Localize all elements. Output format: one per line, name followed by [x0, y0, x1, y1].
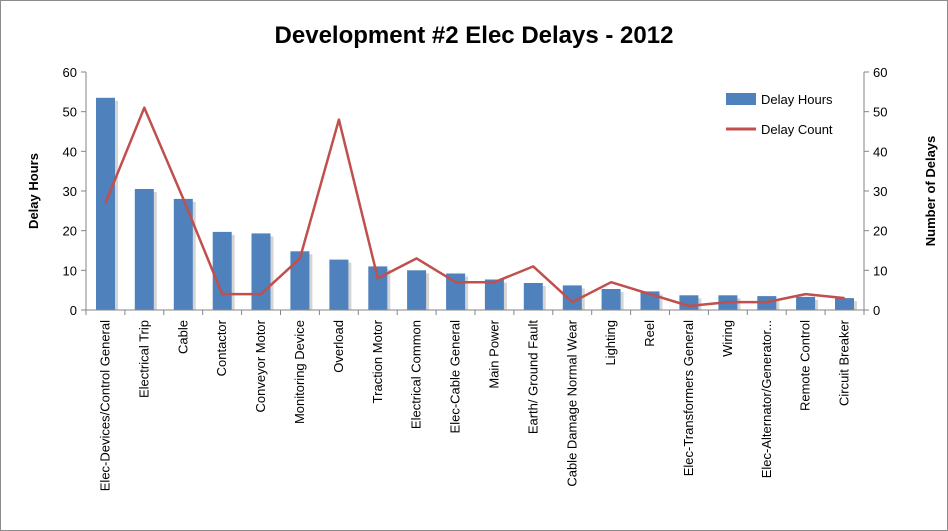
x-category-label: Elec-Devices/Control General — [98, 320, 113, 491]
point-delay-count — [299, 257, 301, 259]
y2-tick-label: 50 — [873, 105, 887, 120]
bar-delay-hours — [523, 283, 543, 310]
x-category-label: Main Power — [486, 319, 501, 388]
bar-delay-hours — [251, 233, 271, 310]
bar-delay-hours — [796, 296, 816, 310]
x-category-label: Wiring — [720, 320, 735, 357]
y-tick-label: 0 — [70, 303, 77, 318]
point-delay-count — [571, 301, 573, 303]
y-tick-label: 30 — [63, 184, 77, 199]
point-delay-count — [493, 281, 495, 283]
y-tick-label: 60 — [63, 65, 77, 80]
point-delay-count — [844, 297, 845, 299]
x-category-label: Reel — [642, 320, 657, 347]
x-category-label: Circuit Breaker — [837, 319, 852, 406]
bar-delay-hours — [329, 259, 349, 310]
point-delay-count — [182, 198, 184, 200]
point-delay-count — [105, 202, 106, 204]
y-tick-label: 20 — [63, 224, 77, 239]
point-delay-count — [221, 293, 223, 295]
x-category-label: Overload — [331, 320, 346, 373]
point-delay-count — [416, 257, 418, 259]
y2-tick-label: 60 — [873, 65, 887, 80]
x-category-label: Monitoring Device — [292, 320, 307, 424]
legend: Delay Hours Delay Count — [726, 92, 833, 137]
y-axis-title: Delay Hours — [26, 153, 41, 229]
x-category-label: Contactor — [214, 319, 229, 376]
x-category-label: Elec-Transformers General — [681, 320, 696, 476]
x-category-label: Remote Control — [798, 320, 813, 411]
bar-delay-hours — [134, 189, 154, 310]
point-delay-count — [455, 281, 457, 283]
y-tick-label: 50 — [63, 105, 77, 120]
point-delay-count — [766, 301, 768, 303]
bar-delay-hours — [368, 266, 388, 310]
bar-delay-hours — [601, 289, 621, 310]
x-category-label: Elec-Alternator/Generator... — [759, 320, 774, 478]
y2-tick-label: 20 — [873, 224, 887, 239]
y2-tick-label: 10 — [873, 263, 887, 278]
point-delay-count — [688, 305, 690, 307]
x-category-label: Electrical Common — [409, 320, 424, 429]
legend-swatch-delay-hours — [726, 93, 756, 105]
x-category-label: Earth/ Ground Fault — [525, 320, 540, 435]
bar-delay-hours — [679, 295, 699, 310]
bar-delay-hours — [96, 97, 115, 310]
point-delay-count — [532, 265, 534, 267]
point-delay-count — [805, 293, 807, 295]
x-category-label: Traction Motor — [370, 319, 385, 403]
bar-delay-hours — [173, 198, 193, 310]
bar-delay-hours — [407, 270, 427, 310]
point-delay-count — [610, 281, 612, 283]
line-delay-count — [104, 106, 845, 308]
x-category-label: Electrical Trip — [136, 320, 151, 398]
bar-delay-hours — [290, 251, 310, 310]
point-delay-count — [338, 119, 340, 121]
x-category-label: Conveyor Motor — [253, 319, 268, 412]
point-delay-count — [649, 293, 651, 295]
y2-axis-title: Number of Delays — [923, 136, 938, 247]
y2-tick-label: 40 — [873, 144, 887, 159]
point-delay-count — [260, 293, 262, 295]
x-category-label: Cable — [175, 320, 190, 354]
chart-title: Development #2 Elec Delays - 2012 — [275, 22, 674, 49]
point-delay-count — [143, 107, 145, 109]
point-delay-count — [727, 301, 729, 303]
plot-area: 0 10 20 30 40 50 60 0 10 20 30 40 50 60 Elec-Devices/C… — [63, 65, 888, 491]
point-delay-count — [377, 277, 379, 279]
legend-label-delay-hours: Delay Hours — [761, 92, 833, 107]
x-category-label: Elec-Cable General — [448, 320, 463, 434]
y-tick-label: 10 — [63, 263, 77, 278]
x-category-label: Lighting — [603, 320, 618, 366]
bar-delay-hours — [835, 298, 854, 310]
bar-delay-hours — [484, 279, 504, 310]
bar-delay-hours — [562, 285, 582, 310]
y2-tick-label: 30 — [873, 184, 887, 199]
legend-label-delay-count: Delay Count — [761, 122, 833, 137]
y2-tick-label: 0 — [873, 303, 880, 318]
y-tick-label: 40 — [63, 144, 77, 159]
bar-delay-hours — [212, 231, 232, 310]
x-category-label: Cable Damage Normal Wear — [564, 319, 579, 486]
